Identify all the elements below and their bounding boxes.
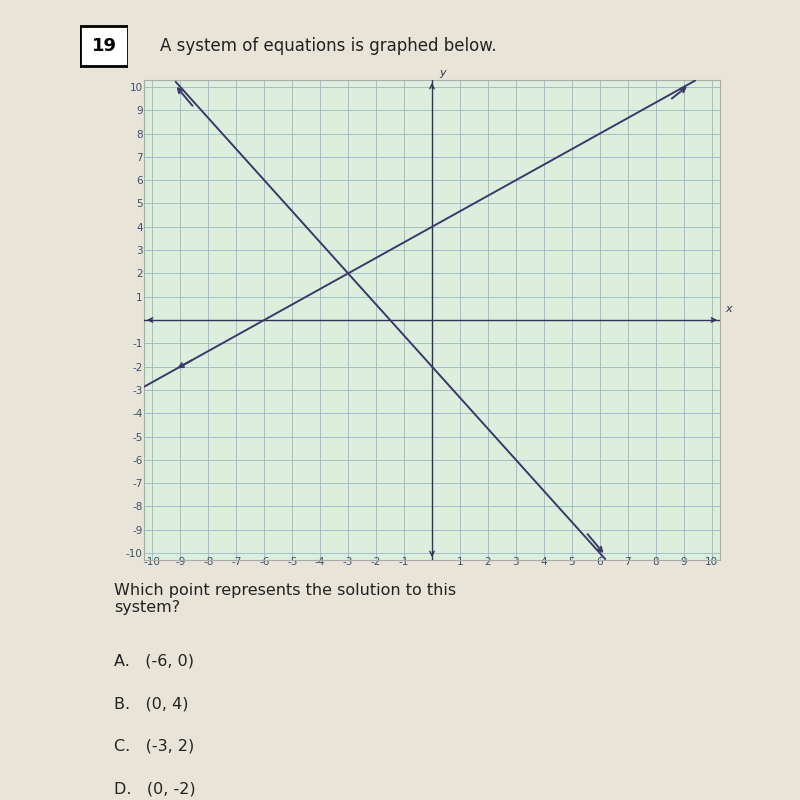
Text: x: x (726, 304, 732, 314)
Text: B.   (0, 4): B. (0, 4) (114, 696, 189, 711)
Text: A system of equations is graphed below.: A system of equations is graphed below. (160, 37, 497, 54)
Text: C.   (-3, 2): C. (-3, 2) (114, 738, 194, 754)
Text: y: y (439, 68, 446, 78)
FancyBboxPatch shape (80, 26, 128, 66)
Text: 19: 19 (91, 37, 117, 55)
Text: Which point represents the solution to this
system?: Which point represents the solution to t… (114, 583, 456, 615)
Text: A.   (-6, 0): A. (-6, 0) (114, 654, 194, 669)
Text: D.   (0, -2): D. (0, -2) (114, 781, 196, 796)
